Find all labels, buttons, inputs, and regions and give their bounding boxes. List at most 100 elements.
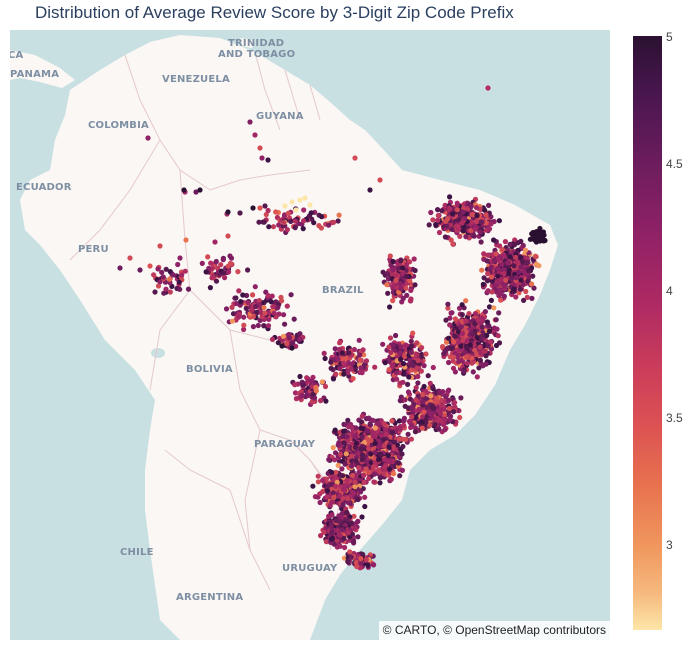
zip-prefix-point [398, 286, 404, 292]
zip-prefix-point [350, 472, 356, 479]
zip-prefix-point [334, 479, 340, 485]
label-peru: PERU [78, 244, 109, 255]
zip-prefix-point [271, 310, 277, 316]
zip-prefix-point [394, 272, 400, 278]
zip-prefix-point [415, 393, 421, 399]
zip-prefix-point [427, 422, 433, 428]
zip-prefix-point [423, 396, 429, 402]
zip-prefix-point [323, 539, 329, 545]
zip-prefix-point [443, 394, 449, 400]
zip-prefix-point [370, 429, 376, 435]
zip-prefix-point [179, 272, 185, 278]
zip-prefix-point [341, 555, 347, 561]
zip-prefix-point [329, 469, 335, 475]
zip-prefix-point [353, 425, 359, 431]
zip-prefix-point [522, 247, 529, 253]
zip-prefix-point [467, 342, 473, 348]
zip-prefix-point [527, 236, 534, 242]
zip-prefix-point [269, 293, 275, 299]
zip-prefix-point [397, 281, 403, 287]
land-central-america [10, 50, 75, 88]
zip-prefix-point [269, 336, 276, 342]
zip-prefix-point [478, 219, 484, 225]
zip-prefix-point [386, 444, 392, 450]
zip-prefix-point [385, 276, 392, 282]
zip-prefix-point [529, 295, 535, 301]
zip-prefix-point [448, 237, 454, 243]
zip-prefix-point [208, 260, 214, 266]
zip-prefix-point [501, 283, 507, 289]
zip-prefix-point [381, 421, 387, 427]
zip-prefix-point [481, 275, 487, 281]
zip-prefix-point [320, 477, 326, 483]
zip-prefix-point [491, 305, 497, 311]
zip-prefix-point [390, 298, 396, 304]
zip-prefix-point [177, 255, 183, 261]
zip-prefix-point [301, 207, 307, 213]
map-attribution[interactable]: © CARTO, © OpenStreetMap contributors [378, 621, 610, 640]
zip-prefix-point [454, 207, 460, 213]
zip-prefix-point [383, 431, 389, 437]
zip-prefix-point [452, 400, 458, 406]
zip-prefix-point [393, 370, 400, 376]
zip-prefix-point [337, 340, 343, 346]
zip-prefix-point [446, 359, 452, 366]
zip-prefix-point [353, 434, 359, 440]
zip-prefix-point [451, 409, 457, 415]
zip-prefix-point [486, 328, 492, 334]
zip-prefix-point [470, 369, 476, 375]
zip-prefix-point [399, 467, 405, 473]
zip-prefix-point [355, 534, 361, 540]
zip-prefix-point [409, 414, 415, 420]
zip-prefix-point [249, 307, 255, 313]
zip-prefix-point [297, 197, 303, 203]
zip-prefix-point [459, 220, 465, 226]
zip-prefix-point [411, 256, 417, 262]
zip-prefix-point [359, 446, 365, 452]
zip-prefix-point [462, 215, 468, 221]
zip-prefix-point [376, 444, 382, 450]
zip-prefix-point [333, 469, 339, 475]
zip-prefix-point [524, 294, 530, 300]
zip-prefix-point [418, 368, 424, 374]
zip-prefix-point [474, 205, 480, 211]
zip-prefix-point [270, 224, 277, 230]
zip-prefix-point [388, 349, 394, 355]
zip-prefix-point [495, 273, 501, 279]
zip-prefix-point [320, 489, 326, 495]
zip-prefix-point [390, 342, 396, 348]
zip-prefix-point [518, 254, 524, 261]
zip-prefix-point [384, 282, 390, 288]
zip-prefix-point [322, 383, 329, 390]
zip-prefix-point [358, 556, 364, 562]
zip-prefix-point [430, 217, 436, 223]
map-frame[interactable]: CA PANAMA TRINIDAD AND TOBAGO VENEZUELA … [10, 30, 610, 640]
zip-prefix-point [468, 203, 474, 210]
zip-prefix-point [446, 205, 453, 212]
map-canvas[interactable]: CA PANAMA TRINIDAD AND TOBAGO VENEZUELA … [10, 30, 610, 640]
zip-prefix-point [391, 439, 397, 445]
zip-prefix-point [381, 457, 388, 463]
zip-prefix-point [393, 277, 399, 283]
label-colombia: COLOMBIA [88, 120, 149, 131]
zip-prefix-point [223, 306, 230, 312]
zip-prefix-point [448, 310, 454, 316]
zip-prefix-point [282, 203, 288, 209]
zip-prefix-point [462, 349, 468, 355]
zip-prefix-point [326, 513, 332, 519]
zip-prefix-point [386, 344, 392, 350]
zip-prefix-point [337, 493, 343, 499]
zip-prefix-point [361, 472, 367, 478]
zip-prefix-point [322, 355, 328, 362]
zip-prefix-point [475, 317, 481, 323]
zip-prefix-point [520, 258, 526, 264]
zip-prefix-point [469, 211, 475, 218]
zip-prefix-point [252, 284, 258, 290]
colorbar [633, 36, 662, 630]
zip-prefix-point [441, 351, 447, 357]
zip-prefix-point [461, 369, 467, 375]
zip-prefix-point [254, 309, 260, 315]
zip-prefix-point [435, 213, 441, 219]
zip-prefix-point [312, 395, 318, 401]
zip-prefix-point [289, 199, 295, 205]
